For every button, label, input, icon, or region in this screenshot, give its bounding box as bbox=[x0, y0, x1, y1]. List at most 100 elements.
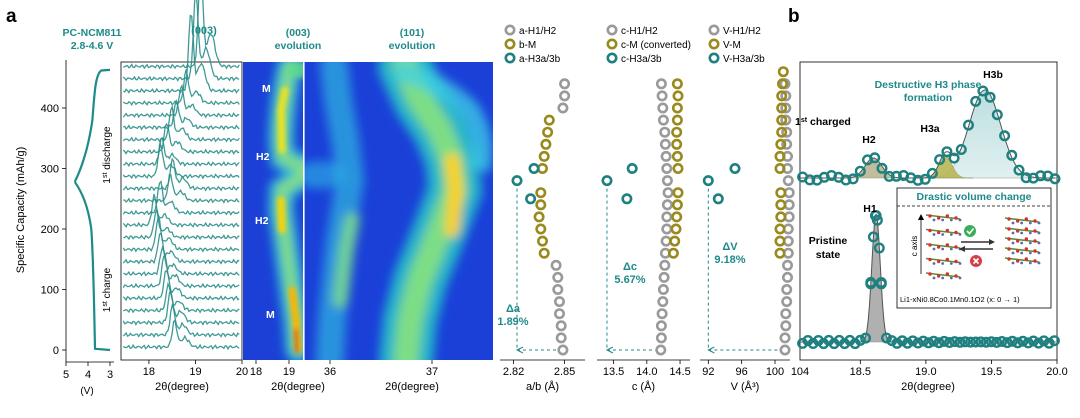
point-c-M bbox=[671, 138, 683, 150]
legend-label: V-M bbox=[723, 40, 741, 51]
point-c-H3 bbox=[601, 175, 613, 187]
metal-atom bbox=[1011, 241, 1015, 245]
delta-value: 5.67% bbox=[614, 274, 645, 286]
waterfall-x-axis: 18 19 20 bbox=[143, 360, 248, 378]
voltage-x-axis: 5 4 3 bbox=[63, 361, 114, 381]
point-c-H1H2 bbox=[655, 78, 667, 90]
legend-label: b-M bbox=[519, 40, 536, 51]
top-data-point bbox=[948, 152, 960, 164]
heatmap-hotcore bbox=[445, 153, 464, 237]
point-V-M bbox=[776, 114, 788, 126]
xrd-trace bbox=[123, 281, 240, 314]
top-data-point bbox=[963, 119, 975, 131]
metal-atom bbox=[949, 247, 953, 251]
heatmap-hotcore bbox=[294, 328, 299, 354]
heatmap-003-x-axis: 18 19 bbox=[250, 360, 295, 378]
point-c-H1H2 bbox=[657, 102, 669, 114]
crystal-pristine bbox=[925, 214, 962, 280]
delta-value: 1.89% bbox=[497, 316, 528, 328]
point-V-M bbox=[775, 199, 787, 211]
x-tick-label: 18 bbox=[250, 366, 262, 378]
oxygen-atom bbox=[1033, 219, 1037, 223]
xrd-trace bbox=[122, 122, 240, 155]
top-data-point bbox=[876, 162, 888, 174]
metal-atom bbox=[958, 276, 962, 280]
point-V-H3 bbox=[702, 175, 714, 187]
forward-arrowhead bbox=[989, 239, 995, 245]
heatmap-blob bbox=[286, 62, 303, 78]
backward-arrowhead bbox=[959, 246, 965, 252]
cross-mark bbox=[972, 257, 980, 265]
top-data-point bbox=[941, 146, 953, 158]
point-V-M bbox=[776, 90, 788, 102]
point-c-H1H2 bbox=[656, 90, 668, 102]
metal-atom bbox=[1020, 241, 1024, 245]
top-data-point bbox=[934, 154, 946, 166]
oxygen-atom bbox=[1024, 257, 1029, 261]
xrd-waterfall-panel: (003) 1st charge 1st discharge 18 19 20 2θ… bbox=[102, 0, 248, 393]
point-c-H1H2 bbox=[657, 283, 669, 295]
bottom-data-point bbox=[1027, 335, 1039, 347]
point-c-M bbox=[672, 90, 684, 102]
xrd-trace bbox=[122, 193, 240, 229]
x-tick-label: 13.5 bbox=[603, 366, 624, 378]
x-tick-label: 104 bbox=[791, 366, 809, 378]
oxygen-atom bbox=[936, 259, 941, 264]
point-a-H1H2 bbox=[557, 344, 569, 356]
point-V-H1H2 bbox=[779, 344, 791, 356]
oxygen-atom bbox=[1015, 219, 1020, 223]
point-c-H1H2 bbox=[656, 308, 668, 320]
h1-label: H1 bbox=[863, 203, 877, 215]
oxygen-atom bbox=[954, 216, 958, 220]
point-V-M bbox=[774, 223, 786, 235]
point-c-H1H2 bbox=[657, 296, 669, 308]
pristine-line2: state bbox=[816, 249, 841, 261]
point-b-M bbox=[543, 114, 555, 126]
metal-atom bbox=[932, 218, 936, 222]
metal-atom bbox=[941, 262, 945, 265]
top-data-point bbox=[1006, 149, 1018, 161]
top-data-point bbox=[970, 95, 982, 107]
heatmap-halo bbox=[316, 62, 365, 360]
bottom-data-point bbox=[871, 214, 883, 226]
bottom-data-point bbox=[1022, 337, 1034, 349]
bottom-data-point bbox=[970, 336, 982, 348]
point-c-M bbox=[671, 78, 683, 90]
legend-marker bbox=[606, 24, 618, 36]
metal-atom bbox=[941, 233, 945, 236]
point-a-H1H2 bbox=[553, 296, 565, 308]
oxygen-atom bbox=[1033, 239, 1037, 243]
point-b-M bbox=[535, 187, 547, 199]
oxygen-atom bbox=[945, 228, 950, 233]
bottom-data-point bbox=[891, 337, 903, 349]
oxygen-atom bbox=[936, 216, 941, 220]
waterfall-frame bbox=[120, 61, 243, 361]
delta-label: Δc bbox=[623, 261, 637, 273]
bottom-data-point bbox=[896, 335, 908, 347]
point-V-H3 bbox=[712, 193, 724, 205]
h2-label: H2 bbox=[862, 134, 876, 146]
x-tick-label: 100 bbox=[766, 366, 784, 378]
y-tick-label: 400 bbox=[41, 103, 59, 115]
point-c-H1H2 bbox=[662, 187, 674, 199]
oxygen-atom bbox=[928, 228, 932, 233]
heatmap-halo bbox=[392, 62, 493, 173]
x-tick-label: 2.82 bbox=[503, 366, 524, 378]
legend-label: a-H3a/3b bbox=[519, 54, 561, 65]
oxygen-atom bbox=[928, 243, 932, 247]
bottom-data-point bbox=[954, 336, 966, 348]
bottom-data-point bbox=[875, 278, 887, 290]
legend-marker bbox=[504, 24, 516, 36]
metal-atom bbox=[1028, 221, 1032, 225]
point-b-M bbox=[536, 163, 548, 175]
heatmap-101-x-axis: 36 37 bbox=[324, 360, 438, 378]
h3-title-line2: formation bbox=[904, 92, 952, 104]
metal-atom bbox=[941, 247, 945, 251]
point-V-M bbox=[774, 163, 786, 175]
xrd-trace bbox=[122, 142, 240, 180]
point-V-H1H2 bbox=[780, 320, 792, 332]
xrd-trace bbox=[122, 288, 240, 326]
voltage-title-line2: 2.8-4.6 V bbox=[71, 40, 114, 52]
